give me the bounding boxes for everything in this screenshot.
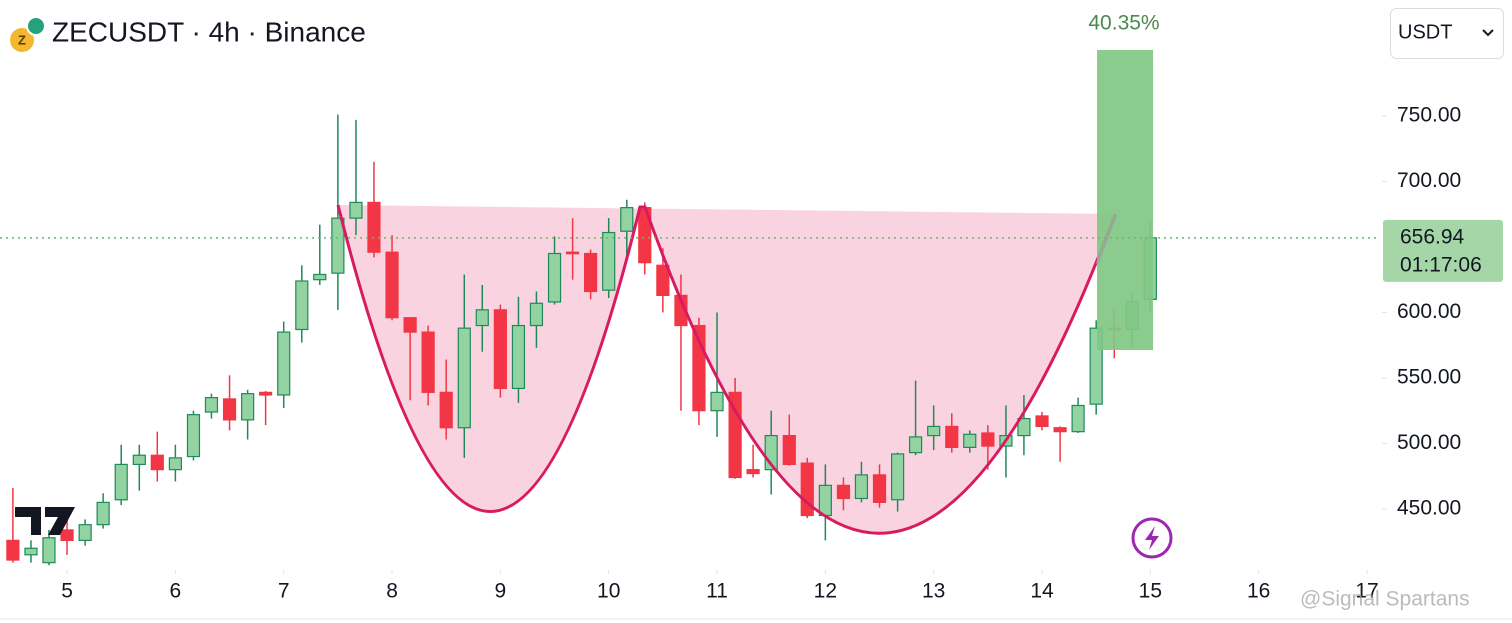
candle-body: [602, 231, 616, 291]
x-tick-label: 16: [1247, 580, 1270, 603]
candle-body: [584, 252, 598, 293]
candle-body: [854, 474, 869, 500]
candle-body: [836, 484, 851, 500]
x-tick-label: 17: [1355, 580, 1378, 603]
candle-body: [6, 539, 20, 561]
candle-body: [439, 391, 453, 429]
price-tag-value: 656.94: [1400, 225, 1465, 248]
x-tick-label: 10: [597, 580, 620, 603]
price-tag: [1383, 219, 1503, 282]
candle-body: [746, 469, 760, 475]
candle-body: [150, 454, 164, 471]
y-tick-label: 500.00: [1397, 431, 1461, 454]
candle-body: [927, 425, 941, 437]
chevron[interactable]: [1482, 29, 1494, 37]
y-tick-label: 600.00: [1397, 300, 1461, 323]
y-tick-label: 700.00: [1397, 169, 1461, 192]
x-tick-label: 8: [386, 580, 398, 603]
candle-body: [78, 524, 92, 541]
candle-body: [511, 324, 526, 390]
target-box: [1097, 50, 1153, 350]
candle-body: [241, 393, 255, 421]
candle-body: [204, 396, 219, 413]
candle-body: [945, 425, 959, 448]
candle-body: [24, 547, 38, 556]
candle-body: [493, 309, 507, 390]
candle-body: [475, 309, 489, 327]
candle-body: [331, 217, 345, 274]
flash-glyph[interactable]: [1145, 526, 1159, 550]
candle-body: [313, 273, 327, 281]
candle-body: [800, 462, 814, 517]
candle-body: [403, 317, 417, 333]
x-tick-label: 14: [1030, 580, 1054, 603]
x-tick-label: 11: [706, 580, 728, 603]
currency-select[interactable]: [1390, 8, 1504, 59]
flash-icon[interactable]: [1131, 517, 1173, 559]
coin-icon: [10, 28, 34, 52]
candle-body: [981, 432, 995, 447]
coin-icon-glyph: Z: [18, 32, 26, 47]
candle-body: [547, 252, 562, 303]
currency-label[interactable]: USDT: [1398, 21, 1452, 43]
candle-body: [1071, 404, 1085, 433]
cup-area: [338, 205, 1115, 534]
candle-body: [782, 434, 796, 466]
candle-body: [908, 436, 923, 454]
candle-body: [277, 331, 291, 396]
candle-body: [872, 474, 887, 504]
price-tag-countdown: 01:17:06: [1400, 253, 1482, 276]
x-tick-label: 9: [495, 580, 507, 603]
candle-body: [421, 331, 435, 393]
candle-body: [529, 302, 544, 327]
candle-body: [295, 280, 309, 331]
candle-body: [891, 453, 905, 501]
candle-body: [186, 414, 201, 458]
candle-body: [1053, 427, 1067, 433]
candle-body: [168, 457, 182, 471]
candle-body: [132, 454, 146, 466]
x-tick-label: 15: [1139, 580, 1162, 603]
candle-body: [963, 433, 977, 448]
x-tick-label: 13: [922, 580, 945, 603]
candle-body: [620, 207, 634, 232]
candles: [6, 114, 1157, 566]
candle-body: [96, 501, 110, 526]
quote-icon: [26, 16, 46, 36]
projection-line: [1095, 213, 1118, 265]
candle-body: [385, 251, 399, 319]
y-tick-label: 450.00: [1397, 496, 1461, 519]
candle-body: [710, 391, 724, 412]
candle-body: [60, 529, 74, 541]
candle-body: [222, 398, 237, 421]
chart-title: ZECUSDT · 4h · Binance: [52, 16, 366, 47]
candle-body: [367, 201, 381, 253]
cup-curve: [336, 204, 1117, 535]
candle-body: [1035, 415, 1049, 428]
candle-body: [42, 537, 56, 564]
y-tick-label: 750.00: [1397, 103, 1461, 126]
y-tick-label: 550.00: [1397, 365, 1461, 388]
x-tick-label: 12: [814, 580, 837, 603]
target-label: 40.35%: [1088, 12, 1159, 35]
x-tick-label: 6: [170, 580, 182, 603]
x-tick-label: 7: [278, 580, 290, 603]
candle-body: [457, 327, 471, 429]
candle-body: [566, 251, 580, 255]
candle-body: [818, 484, 832, 517]
candle-body: [656, 264, 670, 297]
watermark: @Signal Spartans: [1300, 588, 1470, 611]
candle-body: [1017, 417, 1031, 437]
tv-logo: [15, 507, 75, 535]
candle-body: [349, 201, 363, 219]
candle-body: [114, 463, 128, 501]
x-tick-label: 5: [61, 580, 73, 603]
candle-body: [259, 391, 273, 396]
